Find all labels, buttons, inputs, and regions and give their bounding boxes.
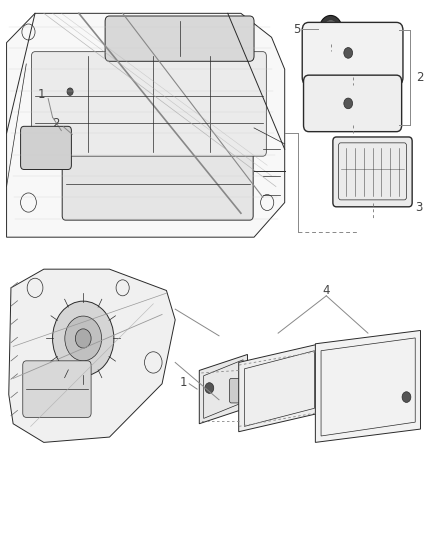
FancyBboxPatch shape (32, 52, 266, 156)
Circle shape (205, 383, 214, 393)
FancyBboxPatch shape (230, 378, 243, 403)
Text: 5: 5 (293, 23, 300, 36)
Polygon shape (9, 269, 175, 442)
Text: 4: 4 (322, 284, 330, 297)
FancyBboxPatch shape (105, 16, 254, 61)
FancyBboxPatch shape (23, 361, 91, 417)
Circle shape (75, 329, 91, 348)
Polygon shape (7, 13, 285, 237)
Circle shape (402, 392, 411, 402)
Circle shape (65, 316, 102, 361)
Circle shape (328, 26, 334, 33)
Circle shape (323, 20, 339, 39)
FancyBboxPatch shape (333, 137, 412, 207)
Polygon shape (199, 354, 247, 424)
Text: 1: 1 (179, 376, 187, 389)
Circle shape (319, 15, 342, 43)
FancyBboxPatch shape (62, 148, 253, 220)
FancyBboxPatch shape (304, 75, 402, 132)
Circle shape (53, 301, 114, 376)
Text: 2: 2 (52, 117, 60, 130)
Text: 3: 3 (415, 201, 423, 214)
FancyBboxPatch shape (302, 22, 403, 85)
Text: 2: 2 (416, 71, 424, 84)
Text: 1: 1 (38, 88, 46, 101)
Polygon shape (239, 344, 320, 432)
Circle shape (344, 98, 353, 109)
FancyBboxPatch shape (21, 126, 71, 169)
Circle shape (344, 47, 353, 58)
Polygon shape (315, 330, 420, 442)
Circle shape (67, 88, 73, 95)
